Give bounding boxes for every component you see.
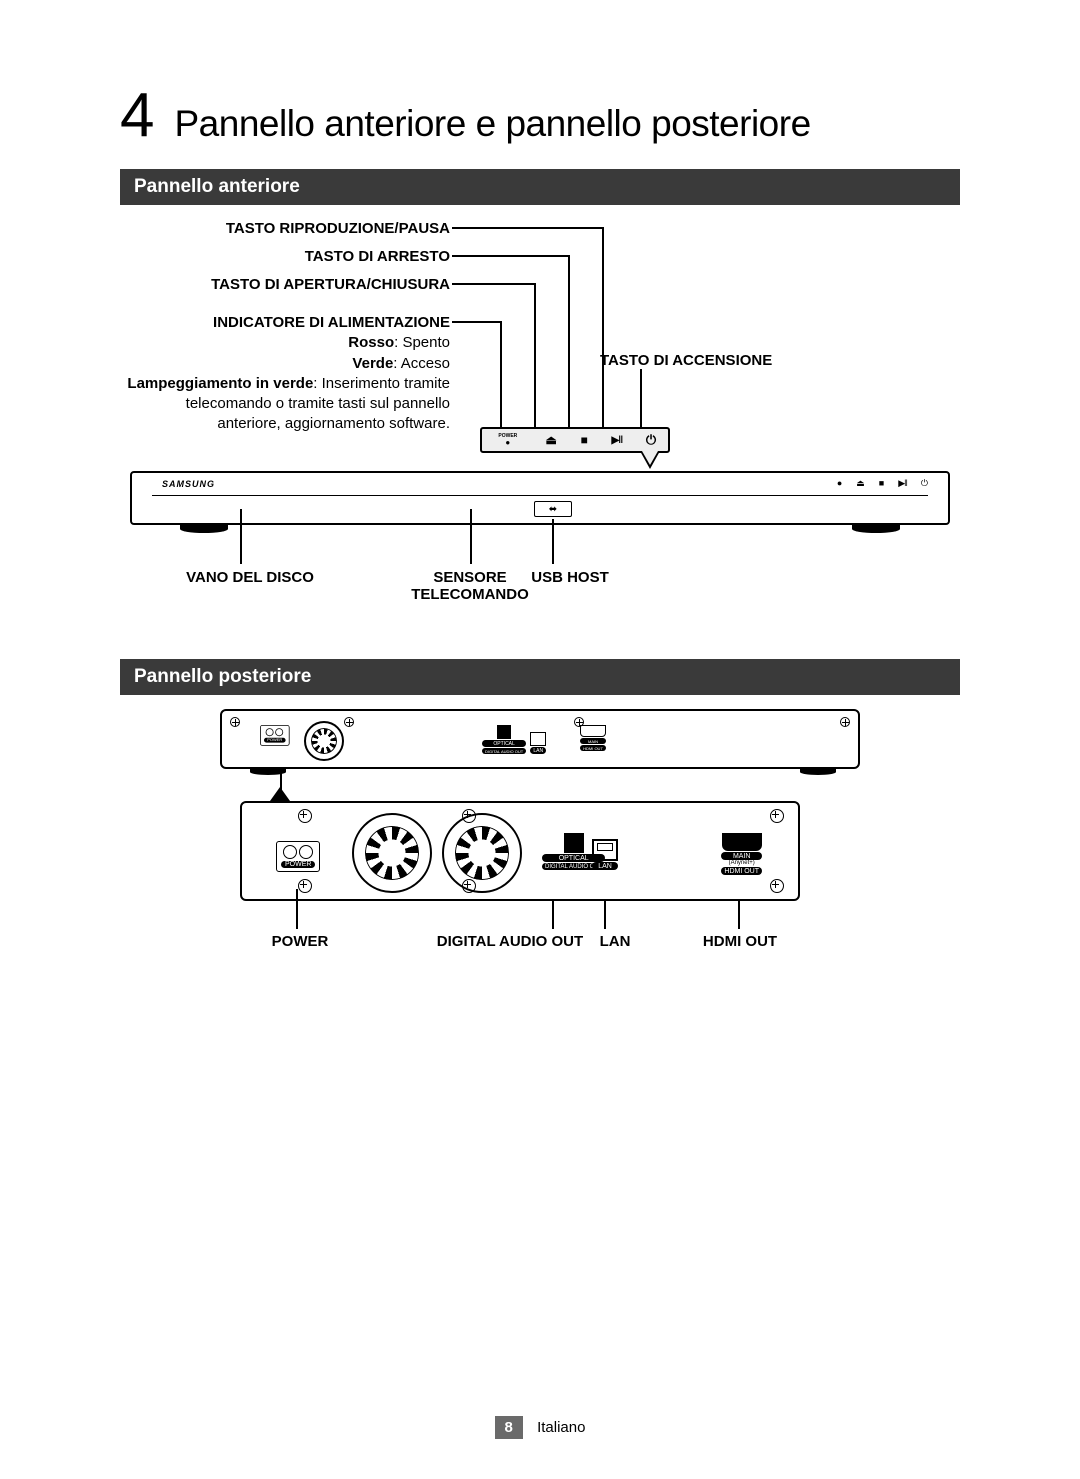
power-icon: ⏻ [646, 432, 656, 448]
chapter-number: 4 [120, 80, 152, 151]
section-front-bar: Pannello anteriore [120, 169, 960, 205]
power-indicator-blink: Lampeggiamento in verde: Inserimento tra… [120, 374, 450, 435]
front-panel-diagram: TASTO RIPRODUZIONE/PAUSA TASTO DI ARREST… [120, 219, 960, 639]
section-rear-bar: Pannello posteriore [120, 659, 960, 695]
power-indicator-red: Rosso: Spento [120, 333, 450, 353]
remote-sensor-label: SENSORE TELECOMANDO [400, 569, 540, 603]
hdmi-port: MAIN (Anynet+) HDMI OUT [721, 833, 762, 875]
control-buttons-magnified: POWER ● ⏏ ■ ▶ǁ ⏻ [480, 427, 670, 453]
power-indicator-label: INDICATORE DI ALIMENTAZIONE [120, 313, 450, 333]
fan-icon-large-2 [442, 813, 522, 893]
rear-device-large: POWER OPTICAL DIGITAL AUDIO OUT LAN MAIN… [240, 801, 800, 901]
chapter-title: 4 Pannello anteriore e pannello posterio… [120, 80, 960, 151]
page: 4 Pannello anteriore e pannello posterio… [0, 0, 1080, 1479]
lan-port: LAN [592, 839, 618, 870]
page-number: 8 [495, 1416, 523, 1439]
power-socket: POWER [276, 841, 320, 872]
hdmi-label: HDMI OUT [690, 933, 790, 950]
usb-port-icon: ⬌ [534, 501, 572, 517]
play-pause-label: TASTO RIPRODUZIONE/PAUSA [120, 219, 450, 239]
chapter-text: Pannello anteriore e pannello posteriore [174, 103, 810, 145]
page-language: Italiano [537, 1419, 585, 1436]
device-top-buttons: ● ⏏ ■ ▶ǁ ⏻ [837, 478, 928, 489]
fan-icon-large [352, 813, 432, 893]
usb-host-label: USB HOST [520, 569, 620, 586]
fan-icon [304, 721, 344, 761]
lan-label: LAN [590, 933, 640, 950]
brand-logo: SAMSUNG [162, 479, 215, 489]
power-socket-small: POWER [260, 725, 290, 746]
page-footer: 8 Italiano [0, 1416, 1080, 1439]
digital-audio-label: DIGITAL AUDIO OUT [420, 933, 600, 950]
eject-icon: ⏏ [546, 433, 557, 447]
power-indicator-icon: POWER ● [494, 434, 522, 447]
power-button-label: TASTO DI ACCENSIONE [600, 352, 772, 369]
open-close-label: TASTO DI APERTURA/CHIUSURA [120, 275, 450, 295]
rear-panel-diagram: POWER OPTICAL DIGITAL AUDIO OUT LAN MAI [120, 709, 960, 1029]
play-pause-icon: ▶ǁ [612, 435, 623, 446]
device-front: SAMSUNG ● ⏏ ■ ▶ǁ ⏻ ⬌ [130, 471, 950, 525]
power-indicator-green: Verde: Acceso [120, 354, 450, 374]
rear-device-small: POWER OPTICAL DIGITAL AUDIO OUT LAN MAI [220, 709, 860, 769]
stop-icon: ■ [581, 433, 588, 447]
stop-label: TASTO DI ARRESTO [120, 247, 450, 267]
power-label: POWER [260, 933, 340, 950]
disc-tray-label: VANO DEL DISCO [180, 569, 320, 586]
